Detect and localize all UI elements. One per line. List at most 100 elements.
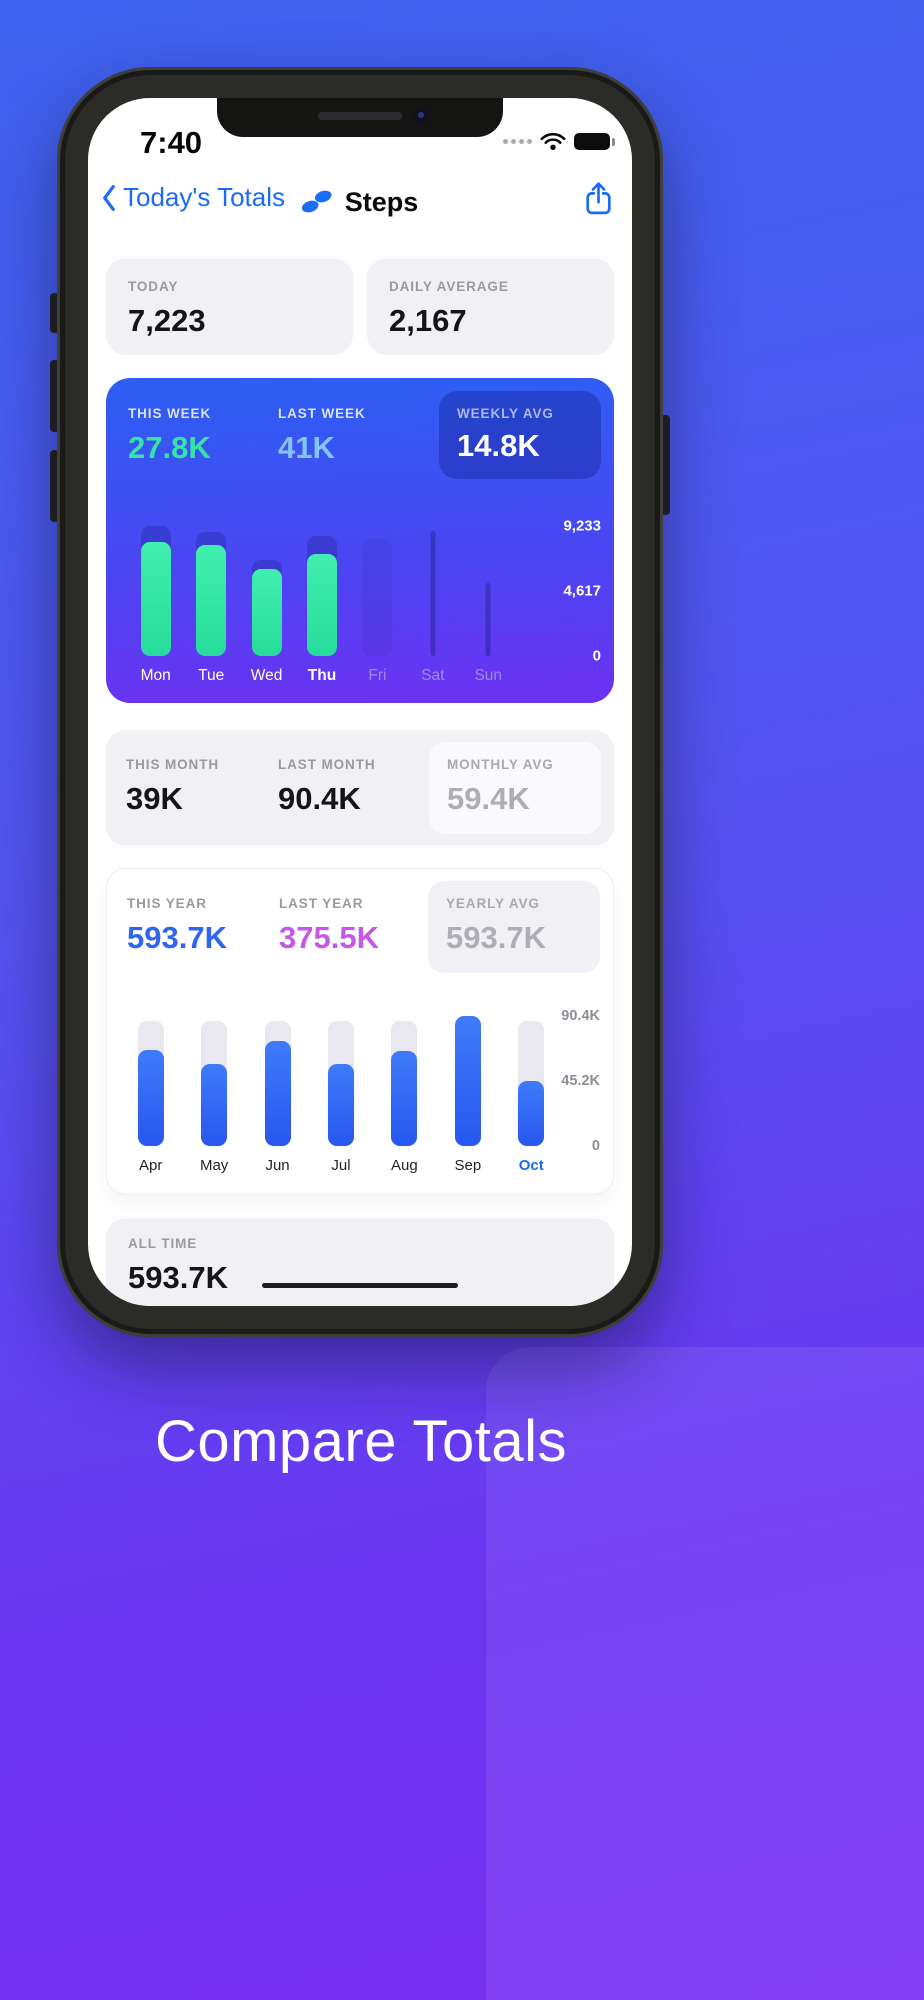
bar-track xyxy=(362,539,393,656)
x-axis-label: Sep xyxy=(454,1157,482,1174)
bar-area xyxy=(128,526,183,656)
bar-area xyxy=(309,1016,372,1146)
x-axis-label: Mon xyxy=(140,667,171,684)
bar-area xyxy=(119,1016,182,1146)
bar-area xyxy=(373,1016,436,1146)
y-axis-tick: 45.2K xyxy=(561,1073,600,1089)
monthly-avg-label: MONTHLY AVG xyxy=(447,757,554,772)
back-button[interactable]: Today's Totals xyxy=(100,182,285,213)
chevron-left-icon xyxy=(103,184,115,211)
caption-text: Compare Totals xyxy=(154,1409,568,1474)
bar xyxy=(201,1064,228,1146)
last-month-value: 90.4K xyxy=(278,781,361,816)
bar-area xyxy=(182,1016,245,1146)
y-axis-tick: 0 xyxy=(592,647,601,665)
bar-track xyxy=(485,582,491,656)
week-card: THIS WEEK 27.8K LAST WEEK 41K WEEKLY AVG… xyxy=(106,378,614,703)
bar-area xyxy=(436,1016,499,1146)
x-axis-label: Wed xyxy=(250,667,283,684)
bar xyxy=(306,554,337,656)
chart-column-sat: Sat xyxy=(405,526,460,692)
bar-track xyxy=(430,530,436,656)
last-year-value: 375.5K xyxy=(279,920,379,955)
this-week-stat: THIS WEEK 27.8K xyxy=(128,406,211,466)
last-year-stat: LAST YEAR 375.5K xyxy=(279,896,379,956)
monthly-avg-box: MONTHLY AVG 59.4K xyxy=(429,742,601,834)
chart-column-wed: Wed xyxy=(239,526,294,692)
cellular-dots-icon xyxy=(503,139,532,144)
bar xyxy=(454,1016,481,1146)
this-year-label: THIS YEAR xyxy=(127,896,207,911)
y-axis-tick: 0 xyxy=(591,1138,600,1154)
chart-column-mon: Mon xyxy=(128,526,183,692)
steps-icon xyxy=(300,188,334,216)
bar-area xyxy=(461,526,516,656)
bar xyxy=(391,1051,418,1146)
weekly-avg-box: WEEKLY AVG 14.8K xyxy=(439,391,601,479)
monthly-avg-value: 59.4K xyxy=(447,781,530,816)
x-axis-label: Oct xyxy=(518,1157,544,1174)
phone-mute-switch xyxy=(50,293,59,333)
bar xyxy=(196,544,227,656)
share-icon xyxy=(586,182,611,215)
bar-area xyxy=(294,526,349,656)
chart-column-sep: Sep xyxy=(436,1016,499,1182)
x-axis-label: Sat xyxy=(421,667,445,684)
daily-average-label: DAILY AVERAGE xyxy=(389,279,509,294)
back-label: Today's Totals xyxy=(123,182,286,212)
y-axis-tick: 4,617 xyxy=(563,582,601,600)
phone-power-button xyxy=(661,415,670,515)
last-year-label: LAST YEAR xyxy=(279,896,364,911)
last-week-label: LAST WEEK xyxy=(278,406,366,421)
wifi-icon xyxy=(540,132,566,150)
y-axis-tick: 9,233 xyxy=(563,517,601,535)
chart-column-fri: Fri xyxy=(350,526,405,692)
today-value: 7,223 xyxy=(128,303,206,338)
page-title: Steps xyxy=(300,182,418,222)
today-card: TODAY 7,223 xyxy=(106,258,353,355)
this-week-value: 27.8K xyxy=(128,430,211,465)
year-card: THIS YEAR 593.7K LAST YEAR 375.5K YEARLY… xyxy=(106,868,614,1195)
status-icons xyxy=(503,132,615,151)
chart-column-oct: Oct xyxy=(500,1016,563,1182)
bar xyxy=(327,1064,354,1146)
iphone-frame: 7:40 xyxy=(57,67,663,1337)
x-axis-label: Apr xyxy=(139,1157,163,1174)
bar-area xyxy=(246,1016,309,1146)
bar xyxy=(518,1081,545,1146)
this-year-value: 593.7K xyxy=(127,920,227,955)
all-time-label: ALL TIME xyxy=(128,1236,198,1251)
status-time: 7:40 xyxy=(140,125,203,160)
this-month-stat: THIS MONTH 39K xyxy=(126,757,219,817)
chart-column-aug: Aug xyxy=(373,1016,436,1182)
chart-column-sun: Sun xyxy=(461,526,516,692)
x-axis-label: Tue xyxy=(198,667,225,684)
bar xyxy=(140,541,171,656)
x-axis-label: Sun xyxy=(474,667,503,684)
phone-volume-up-button xyxy=(50,360,59,432)
yearly-avg-label: YEARLY AVG xyxy=(446,896,540,911)
x-axis-label: Jun xyxy=(265,1157,290,1174)
this-month-value: 39K xyxy=(126,781,183,816)
status-bar: 7:40 xyxy=(88,98,632,168)
bar-area xyxy=(239,526,294,656)
background-accent-panel xyxy=(486,1347,924,2000)
chart-column-apr: Apr xyxy=(119,1016,182,1182)
x-axis-label: Jul xyxy=(331,1157,351,1174)
last-month-stat: LAST MONTH 90.4K xyxy=(278,757,376,817)
chart-column-jun: Jun xyxy=(246,1016,309,1182)
chart-column-thu: Thu xyxy=(294,526,349,692)
week-chart-columns: Mon Tue Wed Thu Fri Sat Sun xyxy=(128,526,516,692)
x-axis-label: Fri xyxy=(368,667,387,684)
battery-icon xyxy=(574,133,615,150)
chart-column-tue: Tue xyxy=(183,526,238,692)
home-indicator[interactable] xyxy=(262,1282,458,1288)
last-week-value: 41K xyxy=(278,430,335,465)
app-screen: 7:40 xyxy=(88,98,632,1306)
last-month-label: LAST MONTH xyxy=(278,757,376,772)
bar xyxy=(137,1049,164,1146)
share-button[interactable] xyxy=(583,180,614,220)
all-time-card: ALL TIME 593.7K xyxy=(106,1218,614,1306)
x-axis-label: Thu xyxy=(307,667,337,684)
